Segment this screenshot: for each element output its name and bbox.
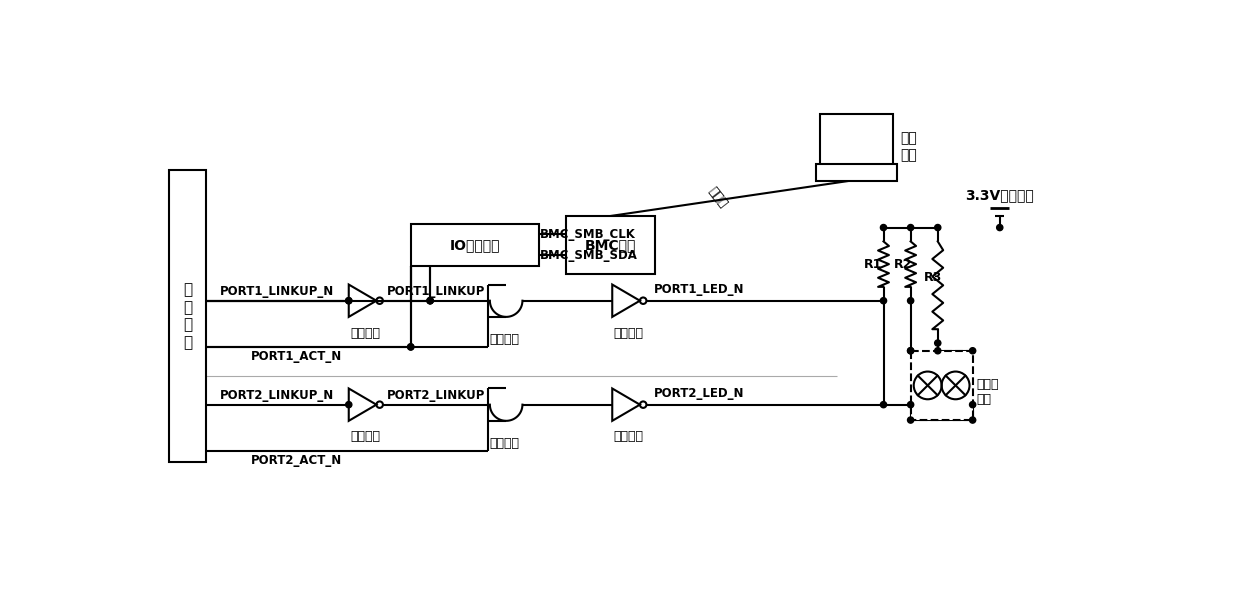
Circle shape — [908, 348, 914, 354]
Circle shape — [427, 298, 433, 304]
Circle shape — [346, 298, 352, 304]
Bar — [169, 170, 206, 462]
Text: BMC_SMB_SDA: BMC_SMB_SDA — [541, 249, 639, 262]
Text: 第二与门: 第二与门 — [490, 436, 520, 450]
Text: 网
卡
芯
片: 网 卡 芯 片 — [184, 283, 192, 349]
Circle shape — [880, 402, 887, 408]
Circle shape — [908, 348, 914, 354]
Text: 第四非门: 第四非门 — [614, 430, 644, 443]
Circle shape — [427, 298, 433, 304]
Text: PORT1_LED_N: PORT1_LED_N — [655, 283, 745, 297]
Text: 第三非门: 第三非门 — [350, 430, 379, 443]
Text: 3.3V辅助电源: 3.3V辅助电源 — [966, 188, 1034, 202]
Text: PORT2_LINKUP: PORT2_LINKUP — [387, 389, 485, 402]
Text: 双色指
示灯: 双色指 示灯 — [977, 378, 999, 406]
Circle shape — [997, 224, 1003, 230]
Circle shape — [908, 417, 914, 423]
Circle shape — [970, 402, 976, 408]
Circle shape — [346, 402, 352, 408]
Circle shape — [970, 417, 976, 423]
Text: PORT1_LINKUP_N: PORT1_LINKUP_N — [221, 285, 335, 298]
Bar — [910, 351, 972, 420]
Text: PORT2_LINKUP_N: PORT2_LINKUP_N — [221, 389, 335, 402]
Circle shape — [427, 298, 433, 304]
Text: PORT2_ACT_N: PORT2_ACT_N — [252, 454, 342, 466]
Text: 监控
终端: 监控 终端 — [900, 132, 918, 162]
Circle shape — [880, 298, 887, 304]
Text: 第一非门: 第一非门 — [350, 327, 379, 340]
Circle shape — [935, 348, 941, 354]
Bar — [410, 224, 538, 266]
Circle shape — [935, 224, 941, 230]
FancyBboxPatch shape — [816, 164, 897, 181]
Text: R2: R2 — [894, 257, 913, 270]
Text: BMC_SMB_CLK: BMC_SMB_CLK — [541, 228, 636, 241]
Circle shape — [908, 298, 914, 304]
Circle shape — [935, 340, 941, 346]
Text: PORT1_ACT_N: PORT1_ACT_N — [252, 349, 342, 363]
Text: 第一与门: 第一与门 — [490, 333, 520, 346]
Bar — [565, 216, 655, 274]
Text: IO拓展芯片: IO拓展芯片 — [449, 238, 500, 252]
Text: 以太网: 以太网 — [706, 185, 730, 211]
Circle shape — [970, 348, 976, 354]
Circle shape — [346, 298, 352, 304]
Circle shape — [408, 344, 414, 350]
Text: R3: R3 — [924, 271, 942, 284]
Text: PORT2_LED_N: PORT2_LED_N — [655, 387, 745, 400]
FancyBboxPatch shape — [820, 115, 893, 167]
Text: BMC芯片: BMC芯片 — [584, 238, 636, 252]
Text: PORT1_LINKUP: PORT1_LINKUP — [387, 285, 485, 298]
Circle shape — [408, 344, 414, 350]
Circle shape — [908, 224, 914, 230]
Circle shape — [908, 402, 914, 408]
Circle shape — [880, 224, 887, 230]
Text: R1: R1 — [863, 257, 882, 270]
Text: 第二非门: 第二非门 — [614, 327, 644, 340]
